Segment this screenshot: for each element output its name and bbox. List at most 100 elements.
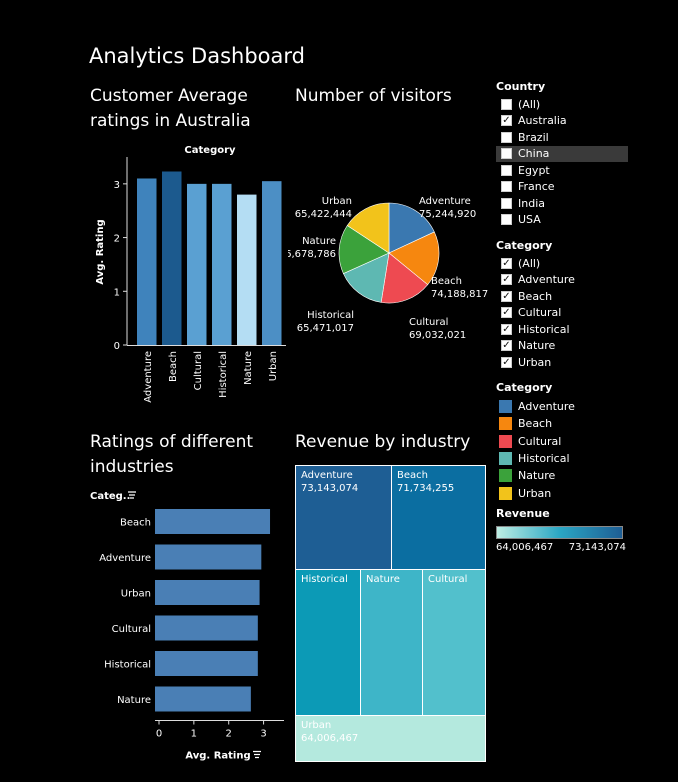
treemap-label: Adventure (301, 470, 353, 481)
chart-header: Categ.. (90, 491, 130, 502)
country-option[interactable]: USA (496, 212, 628, 229)
dashboard-title: Analytics Dashboard (89, 44, 305, 68)
treemap-cell-historical[interactable]: Historical (295, 569, 361, 716)
legend-label: Urban (518, 486, 552, 500)
checkbox[interactable]: ✓ (501, 323, 512, 335)
treemap-value: 64,006,467 (301, 733, 359, 744)
legend-item[interactable]: Nature (496, 467, 628, 484)
country-option-label: Brazil (518, 130, 549, 144)
pie-value: 66,678,786 (288, 249, 336, 260)
category-option-label: Adventure (518, 273, 575, 287)
legend-label: Cultural (518, 434, 562, 448)
legend-swatch (499, 400, 512, 414)
treemap-cell-nature[interactable]: Nature (360, 569, 423, 716)
checkbox[interactable]: ✓ (501, 274, 512, 286)
pie-slice-adventure[interactable] (388, 202, 435, 254)
bar-cultural[interactable] (155, 615, 258, 641)
x-tick-label: 1 (191, 729, 197, 740)
checkbox[interactable] (501, 214, 512, 226)
country-option[interactable]: Egypt (496, 162, 628, 179)
revenue-legend: Revenue 64,006,467 73,143,074 (496, 507, 628, 553)
bar-urban[interactable] (262, 181, 282, 345)
checkbox[interactable]: ✓ (501, 340, 512, 352)
treemap-cell-urban[interactable]: Urban 64,006,467 (295, 715, 486, 762)
x-axis-label: Avg. Rating (185, 751, 250, 762)
bar-cultural[interactable] (187, 183, 207, 345)
sort-icon[interactable] (128, 491, 136, 499)
bar-beach[interactable] (162, 171, 182, 345)
y-tick-label: Adventure (99, 553, 151, 564)
pie-slice-urban[interactable] (346, 202, 390, 254)
legend-swatch (499, 452, 512, 466)
y-tick-label: Urban (121, 589, 151, 600)
legend-item[interactable]: Urban (496, 484, 628, 501)
bar-urban[interactable] (155, 580, 260, 605)
checkbox[interactable] (501, 98, 512, 110)
australia-ratings-title: Customer Average ratings in Australia (90, 86, 251, 131)
checkbox[interactable] (501, 197, 512, 209)
legend-item[interactable]: Beach (496, 415, 628, 432)
pie-slice-cultural[interactable] (380, 252, 429, 304)
checkbox[interactable] (501, 131, 512, 143)
treemap-cell-adventure[interactable]: Adventure 73,143,074 (295, 465, 392, 570)
legend-item[interactable]: Historical (496, 450, 628, 467)
sort-icon[interactable] (253, 750, 261, 759)
bar-historical[interactable] (155, 651, 258, 676)
bar-adventure[interactable] (137, 178, 157, 345)
checkbox[interactable]: ✓ (501, 257, 512, 269)
country-option[interactable]: Brazil (496, 129, 628, 146)
category-option[interactable]: ✓ Cultural (496, 305, 628, 322)
pie-slice-beach[interactable] (388, 231, 440, 286)
y-tick-label: Nature (117, 695, 151, 706)
pie-value: 69,032,021 (409, 330, 466, 341)
y-tick-label: 0 (114, 341, 120, 352)
category-legend: Category Adventure Beach Cultural Historica… (496, 381, 628, 502)
pie-slice-historical[interactable] (343, 252, 390, 303)
treemap-value: 73,143,074 (301, 483, 359, 494)
legend-label: Nature (518, 469, 556, 483)
checkbox[interactable] (501, 164, 512, 176)
checkbox[interactable]: ✓ (501, 115, 512, 127)
country-option[interactable]: France (496, 179, 628, 196)
revenue-title: Revenue by industry (295, 432, 471, 452)
category-option[interactable]: ✓ Beach (496, 288, 628, 305)
category-option-label: Nature (518, 339, 556, 353)
category-option[interactable]: ✓ (All) (496, 255, 628, 272)
treemap-cell-beach[interactable]: Beach 71,734,255 (391, 465, 486, 570)
category-filter-title: Category (496, 239, 553, 252)
category-option[interactable]: ✓ Urban (496, 354, 628, 371)
country-option[interactable]: China (496, 145, 628, 162)
bar-nature[interactable] (237, 194, 257, 345)
country-option[interactable]: (All) (496, 96, 628, 113)
category-option-label: (All) (518, 256, 541, 270)
pie-label: Historical (307, 310, 354, 321)
checkbox[interactable] (501, 148, 512, 160)
legend-item[interactable]: Adventure (496, 398, 628, 415)
treemap-cell-cultural[interactable]: Cultural (422, 569, 486, 716)
country-option[interactable]: India (496, 195, 628, 212)
checkbox[interactable] (501, 181, 512, 193)
bar-adventure[interactable] (155, 544, 262, 570)
bar-beach[interactable] (155, 509, 271, 534)
y-tick-label: 3 (114, 180, 120, 191)
y-axis-label: Avg. Rating (95, 219, 106, 284)
checkbox[interactable]: ✓ (501, 307, 512, 319)
bar-historical[interactable] (212, 183, 232, 345)
legend-item[interactable]: Cultural (496, 433, 628, 450)
checkbox[interactable]: ✓ (501, 356, 512, 368)
pie-value: 75,244,920 (419, 209, 476, 220)
industries-ratings-chart: Categ.. Beach Adventure Urban Cultural Histor… (90, 491, 284, 762)
bar-nature[interactable] (155, 686, 251, 712)
pie-value: 74,188,817 (431, 289, 488, 300)
category-option[interactable]: ✓ Historical (496, 321, 628, 338)
category-option[interactable]: ✓ Nature (496, 338, 628, 355)
category-option[interactable]: ✓ Adventure (496, 272, 628, 289)
pie-slice-nature[interactable] (338, 225, 390, 274)
country-option[interactable]: ✓ Australia (496, 113, 628, 130)
country-option-label: Egypt (518, 163, 550, 177)
x-tick-label: 3 (260, 729, 266, 740)
country-option-label: USA (518, 213, 541, 227)
checkbox[interactable]: ✓ (501, 290, 512, 302)
revenue-legend-title: Revenue (496, 507, 550, 520)
category-option-label: Urban (518, 355, 552, 369)
